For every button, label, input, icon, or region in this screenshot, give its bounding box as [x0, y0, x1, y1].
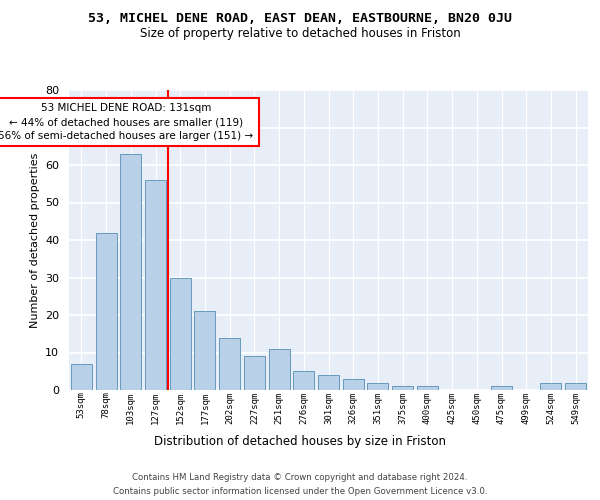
- Bar: [491, 386, 512, 390]
- Text: Contains HM Land Registry data © Crown copyright and database right 2024.: Contains HM Land Registry data © Crown c…: [132, 472, 468, 482]
- Bar: [343, 379, 364, 390]
- Text: Contains public sector information licensed under the Open Government Licence v3: Contains public sector information licen…: [113, 488, 487, 496]
- Bar: [293, 371, 314, 390]
- Bar: [269, 349, 290, 390]
- Bar: [367, 382, 388, 390]
- Bar: [71, 364, 92, 390]
- Text: 53 MICHEL DENE ROAD: 131sqm
← 44% of detached houses are smaller (119)
56% of se: 53 MICHEL DENE ROAD: 131sqm ← 44% of det…: [0, 103, 253, 141]
- Text: 53, MICHEL DENE ROAD, EAST DEAN, EASTBOURNE, BN20 0JU: 53, MICHEL DENE ROAD, EAST DEAN, EASTBOU…: [88, 12, 512, 26]
- Text: Size of property relative to detached houses in Friston: Size of property relative to detached ho…: [140, 28, 460, 40]
- Bar: [417, 386, 438, 390]
- Y-axis label: Number of detached properties: Number of detached properties: [29, 152, 40, 328]
- Bar: [120, 154, 141, 390]
- Bar: [318, 375, 339, 390]
- Bar: [392, 386, 413, 390]
- Text: Distribution of detached houses by size in Friston: Distribution of detached houses by size …: [154, 435, 446, 448]
- Bar: [95, 232, 116, 390]
- Bar: [145, 180, 166, 390]
- Bar: [194, 311, 215, 390]
- Bar: [541, 382, 562, 390]
- Bar: [170, 278, 191, 390]
- Bar: [565, 382, 586, 390]
- Bar: [219, 338, 240, 390]
- Bar: [244, 356, 265, 390]
